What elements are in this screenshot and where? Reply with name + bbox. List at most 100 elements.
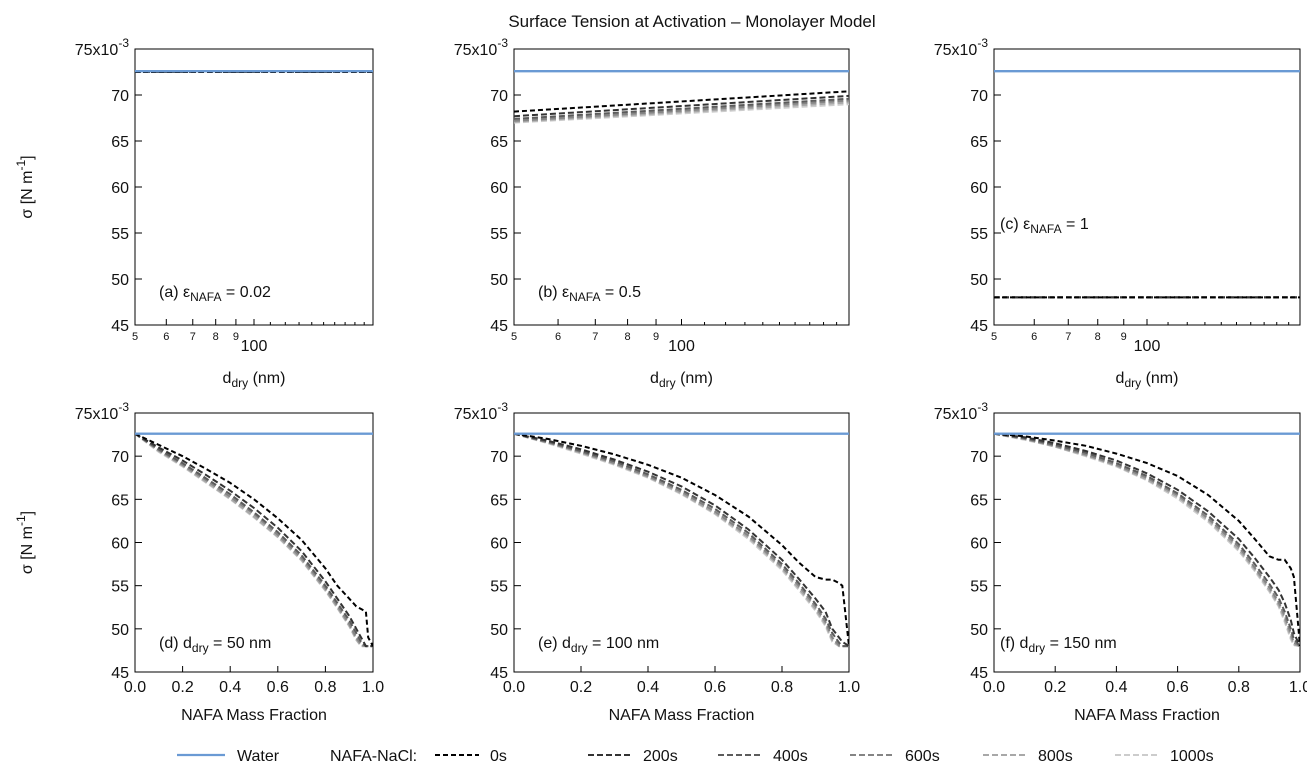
- x-tick-label: 1.0: [838, 679, 860, 696]
- x-tick-label: 6: [1031, 331, 1037, 343]
- y-tick-label: 70: [970, 88, 988, 105]
- series-line-600s: [514, 99, 849, 122]
- x-tick-label: 5: [132, 331, 138, 343]
- series-line-400s: [994, 432, 1300, 647]
- x-tick-label: 0.8: [314, 679, 336, 696]
- panel-label: (e) ddry​ = 100 nm: [538, 635, 659, 655]
- series-line-200s: [994, 432, 1300, 647]
- x-tick-label: 0.2: [1044, 679, 1066, 696]
- y-tick-label: 65: [970, 492, 988, 509]
- series-line-600s: [135, 432, 373, 648]
- series-line-200s: [514, 432, 849, 647]
- series-line-0s: [994, 432, 1300, 647]
- x-tick-label: 8: [625, 331, 631, 343]
- y-tick-label: 50: [490, 622, 508, 639]
- y-tick-label: 65: [111, 134, 129, 151]
- chart-panel-4: 75x10-3​ 70 65 60 55 50 45 σ [N m-1​] 0.0 0.2 0.4 0…: [14, 400, 384, 724]
- y-tick-label: 55: [111, 579, 129, 596]
- x-tick-label: 1.0: [1289, 679, 1307, 696]
- x-tick-label: 0.6: [704, 679, 726, 696]
- y-tick-label: 50: [111, 272, 129, 289]
- x-axis-label: NAFA Mass Fraction: [181, 707, 327, 724]
- y-tick-label: 60: [970, 180, 988, 197]
- y-tick-label: 70: [970, 449, 988, 466]
- legend-label-1000s: 1000s: [1170, 748, 1214, 765]
- series-line-0s: [514, 432, 849, 647]
- series-line-800s: [514, 432, 849, 648]
- series-line-1000s: [514, 103, 849, 124]
- y-tick-label: 55: [970, 579, 988, 596]
- x-tick-label: 7: [190, 331, 196, 343]
- y-axis-label: σ [N m-1​]: [14, 511, 36, 574]
- x-tick-label: 9: [233, 331, 239, 343]
- legend-label-600s: 600s: [905, 748, 940, 765]
- x-tick-label: 6: [555, 331, 561, 343]
- y-tick-label: 70: [490, 449, 508, 466]
- y-tick-label: 75x10-3​: [934, 36, 989, 59]
- series-line-200s: [514, 94, 849, 118]
- x-tick-label: 0.0: [124, 679, 146, 696]
- y-tick-label: 50: [111, 622, 129, 639]
- y-tick-label: 45: [490, 665, 508, 682]
- figure-title: Surface Tension at Activation – Monolaye…: [508, 12, 875, 31]
- legend-label-water: Water: [237, 748, 280, 765]
- y-tick-label: 50: [490, 272, 508, 289]
- x-axis-label: NAFA Mass Fraction: [1074, 707, 1220, 724]
- x-tick-label: 8: [213, 331, 219, 343]
- y-tick-label: 70: [111, 449, 129, 466]
- y-tick-label: 75x10-3​: [75, 36, 130, 59]
- series-line-800s: [994, 432, 1300, 648]
- legend-label-800s: 800s: [1038, 748, 1073, 765]
- y-tick-label: 45: [970, 665, 988, 682]
- x-tick-label: 0.6: [267, 679, 289, 696]
- x-axis-label: NAFA Mass Fraction: [609, 707, 755, 724]
- panel-label: (b) εNAFA​ = 0.5: [538, 284, 641, 304]
- x-tick-label: 9: [653, 331, 659, 343]
- x-tick-label: 7: [1065, 331, 1071, 343]
- y-tick-label: 60: [490, 536, 508, 553]
- y-tick-label: 45: [490, 318, 508, 335]
- y-tick-label: 60: [970, 536, 988, 553]
- series-line-600s: [994, 432, 1300, 647]
- y-tick-label: 75x10-3​: [454, 36, 509, 59]
- y-tick-label: 70: [490, 88, 508, 105]
- x-axis-label: ddry​ (nm): [223, 370, 286, 390]
- x-tick-label: 7: [592, 331, 598, 343]
- x-tick-label: 0.4: [637, 679, 659, 696]
- x-tick-label: 0.2: [570, 679, 592, 696]
- y-tick-label: 65: [111, 492, 129, 509]
- y-tick-label: 75x10-3​: [454, 400, 509, 423]
- y-tick-label: 65: [490, 134, 508, 151]
- plot-frame: [993, 48, 1301, 326]
- panel-label: (a) εNAFA​ = 0.02: [159, 284, 271, 304]
- series-line-800s: [514, 101, 849, 123]
- y-tick-label: 75x10-3​: [75, 400, 130, 423]
- x-axis-label: ddry​ (nm): [650, 370, 713, 390]
- series-line-800s: [135, 432, 373, 648]
- series-line-0s: [135, 432, 373, 647]
- x-tick-label: 0.6: [1166, 679, 1188, 696]
- x-axis-label: ddry​ (nm): [1116, 370, 1179, 390]
- x-tick-label: 100: [241, 338, 268, 355]
- x-tick-label: 0.2: [171, 679, 193, 696]
- x-tick-label: 100: [668, 338, 695, 355]
- series-line-1000s: [135, 432, 373, 648]
- y-tick-label: 60: [111, 536, 129, 553]
- series-line-400s: [514, 97, 849, 120]
- y-tick-label: 50: [970, 272, 988, 289]
- plot-frame: [513, 412, 850, 673]
- legend-label-0s: 0s: [490, 748, 507, 765]
- x-tick-label: 9: [1121, 331, 1127, 343]
- x-tick-label: 0.8: [771, 679, 793, 696]
- y-tick-label: 60: [111, 180, 129, 197]
- y-tick-label: 65: [970, 134, 988, 151]
- plot-frame: [993, 412, 1301, 673]
- legend-prefix: NAFA-NaCl:: [330, 748, 417, 765]
- y-tick-label: 45: [970, 318, 988, 335]
- chart-panel-3: 75x10-3​ 70 65 60 55 50 455 6 7 8 9 100 ddry​ (nm) (c…: [934, 36, 1301, 390]
- y-tick-label: 55: [970, 226, 988, 243]
- y-axis-label: σ [N m-1​]: [14, 155, 36, 218]
- x-tick-label: 5: [991, 331, 997, 343]
